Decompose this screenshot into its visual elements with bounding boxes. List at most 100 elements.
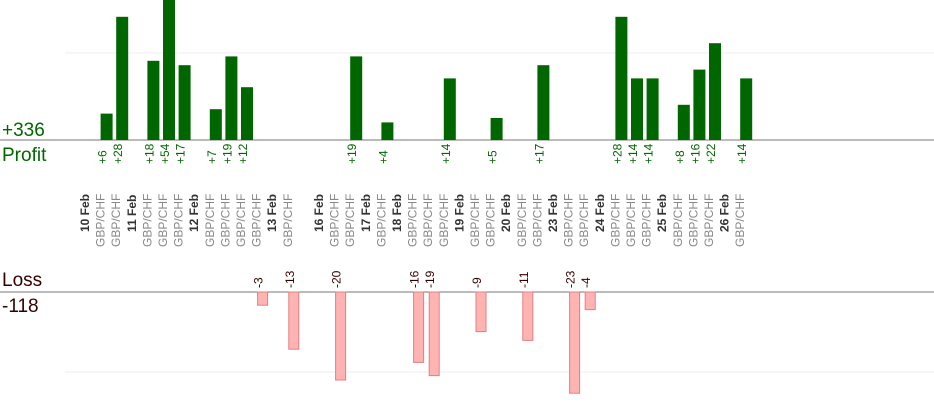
pair-label: GBP/CHF (468, 194, 482, 247)
profit-bar (693, 69, 706, 140)
pair-label: GBP/CHF (406, 194, 420, 247)
profit-bar (178, 65, 191, 140)
profit-value-label: +7 (205, 150, 219, 164)
pair-label: GBP/CHF (343, 194, 357, 247)
profit-value-label: +28 (111, 143, 125, 164)
pair-label: GBP/CHF (608, 194, 622, 247)
profit-bar (225, 56, 238, 140)
loss-value-label: -11 (517, 271, 531, 288)
date-label: 18 Feb (390, 194, 404, 232)
profit-bar (631, 78, 643, 140)
pair-label: GBP/CHF (686, 194, 700, 247)
pair-label: GBP/CHF (515, 194, 529, 247)
profit-value-label: +17 (532, 143, 546, 164)
pair-label: GBP/CHF (218, 194, 232, 247)
pair-label: GBP/CHF (437, 194, 451, 247)
profit-value-label: +14 (735, 143, 749, 164)
profit-value-label: +4 (376, 150, 390, 164)
loss-value-label: -19 (423, 270, 437, 288)
loss-value-label: -13 (283, 270, 297, 288)
profit-bar (615, 16, 628, 140)
pair-label: GBP/CHF (172, 194, 186, 247)
loss-value-label: -9 (470, 277, 484, 288)
profit-value-label: +28 (610, 143, 624, 164)
profit-bar (116, 16, 129, 140)
pair-label: GBP/CHF (156, 194, 170, 247)
profit-bar (490, 118, 503, 140)
pair-label: GBP/CHF (577, 194, 591, 247)
profit-value-label: +14 (439, 143, 453, 164)
profit-value-label: +6 (96, 150, 110, 164)
pair-label: GBP/CHF (281, 194, 295, 247)
pair-label: GBP/CHF (562, 194, 576, 247)
pair-label: GBP/CHF (109, 194, 123, 247)
loss-total: -118 (2, 296, 39, 317)
profit-bar (443, 78, 456, 140)
profit-bar (100, 113, 113, 140)
profit-value-label: +18 (142, 143, 156, 164)
profit-bar (241, 87, 253, 140)
profit-value-label: +5 (486, 150, 500, 164)
profit-value-label: +8 (673, 150, 687, 164)
loss-bar (475, 291, 487, 333)
loss-value-label: -16 (408, 270, 422, 288)
date-label: 17 Feb (359, 194, 373, 232)
pair-label: GBP/CHF (140, 194, 154, 247)
pair-label: GBP/CHF (94, 194, 108, 247)
profit-label: Profit (2, 145, 47, 166)
profit-bar (147, 60, 160, 140)
pair-label: GBP/CHF (421, 194, 435, 247)
date-label: 11 Feb (125, 195, 139, 232)
pair-label: GBP/CHF (640, 194, 654, 247)
profit-value-label: +17 (174, 143, 188, 164)
loss-value-label: -20 (330, 270, 344, 288)
pair-label: GBP/CHF (733, 194, 747, 247)
profit-bar (677, 104, 690, 140)
loss-bar (584, 291, 596, 311)
profit-value-label: +12 (236, 143, 250, 164)
loss-value-label: -4 (579, 277, 593, 288)
date-label: 19 Feb (452, 194, 466, 232)
profit-value-label: +19 (345, 143, 359, 164)
loss-bar (569, 291, 581, 394)
profit-bar (537, 65, 550, 140)
profit-value-label: +16 (688, 143, 702, 164)
pair-label: GBP/CHF (484, 194, 498, 247)
pair-label: GBP/CHF (234, 194, 248, 247)
pair-label: GBP/CHF (530, 194, 544, 247)
profit-total: +336 (2, 120, 45, 141)
pair-label: GBP/CHF (702, 194, 716, 247)
pair-label: GBP/CHF (328, 194, 342, 247)
profit-bar (209, 109, 222, 140)
profit-bar (350, 56, 363, 140)
profit-bar (163, 0, 175, 140)
date-label: 23 Feb (546, 194, 560, 232)
loss-bar (335, 291, 347, 381)
loss-label: Loss (2, 270, 43, 291)
pair-label: GBP/CHF (374, 194, 388, 247)
profit-value-label: +14 (642, 143, 656, 164)
loss-bar (257, 291, 269, 306)
profit-bar (709, 43, 721, 141)
loss-value-label: -23 (564, 270, 578, 288)
date-label: 24 Feb (593, 194, 607, 232)
profit-value-label: +19 (220, 143, 234, 164)
date-label: 16 Feb (312, 194, 326, 232)
loss-bar (288, 291, 300, 350)
pair-label: GBP/CHF (671, 194, 685, 247)
date-label: 13 Feb (265, 194, 279, 232)
pair-label: GBP/CHF (624, 194, 638, 247)
date-label: 12 Feb (187, 194, 201, 232)
profit-bar (740, 78, 753, 140)
loss-value-label: -3 (252, 277, 266, 288)
profit-bar (381, 122, 394, 140)
loss-bar (428, 291, 440, 377)
date-label: 25 Feb (655, 194, 669, 232)
date-label: 10 Feb (78, 194, 92, 232)
profit-value-label: +54 (158, 143, 172, 164)
profit-bar (646, 78, 659, 140)
profit-value-label: +14 (626, 143, 640, 164)
profit-value-label: +22 (704, 143, 718, 164)
loss-bar (413, 291, 425, 363)
